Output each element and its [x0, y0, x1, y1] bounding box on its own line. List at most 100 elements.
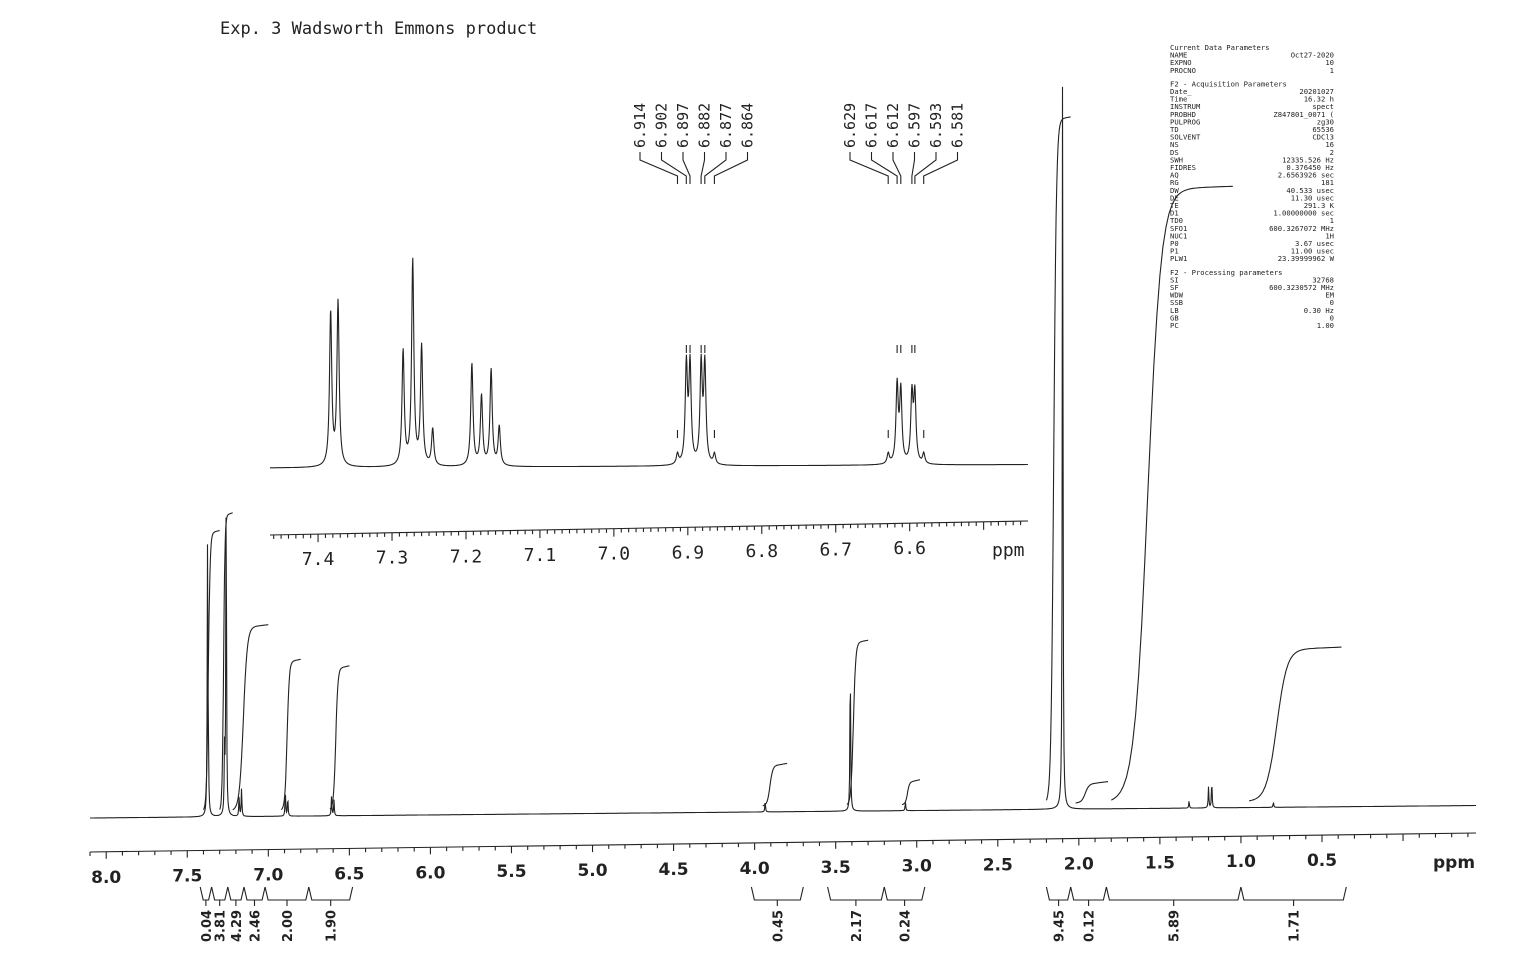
peak-label: 6.902: [653, 103, 671, 148]
param-name: SF: [1170, 283, 1179, 292]
param-name: Date_: [1170, 87, 1192, 96]
param-value: 1: [1330, 216, 1334, 225]
param-value: 1: [1330, 66, 1334, 75]
param-value: 600.3230572 MHz: [1269, 283, 1334, 292]
param-value: 0: [1330, 298, 1334, 307]
param-name: D1: [1170, 209, 1179, 218]
integral-label: 9.45: [1053, 910, 1068, 942]
peak-label: 6.877: [717, 103, 735, 148]
integral-bracket: [1045, 886, 1072, 906]
param-value: 0.30 Hz: [1304, 306, 1334, 315]
param-value: 0: [1330, 313, 1334, 322]
peak-label: 6.612: [884, 103, 902, 148]
main-tick-label: 2.0: [1064, 854, 1094, 874]
param-name: INSTRUM: [1170, 102, 1201, 111]
integral-bracket: [199, 886, 213, 906]
param-heading: F2 - Acquisition Parameters: [1170, 79, 1287, 88]
param-name: DS: [1170, 148, 1179, 157]
integral-curve: [329, 665, 350, 810]
integral-curve: [1111, 185, 1233, 801]
param-name: NS: [1170, 140, 1179, 149]
peak-label-leader: [639, 152, 679, 184]
param-name: SWH: [1170, 155, 1183, 164]
param-name: PLW1: [1170, 254, 1187, 263]
param-value: 12335.526 Hz: [1282, 155, 1334, 164]
peak-label-leader: [713, 152, 749, 184]
peak-labels: 6.914 6.902 6.897 6.882 6.877 6.864 6.629 6.617…: [631, 103, 967, 184]
peak-label-leader: [849, 152, 889, 184]
peak-label-leader: [892, 152, 902, 184]
param-value: spect: [1312, 102, 1334, 111]
param-heading: F2 - Processing parameters: [1170, 268, 1283, 277]
integral-label: 0.12: [1083, 910, 1098, 942]
integral-bracket: [243, 886, 266, 906]
integral-bracket: [264, 886, 310, 906]
peak-label: 6.581: [949, 103, 967, 148]
param-name: SSB: [1170, 298, 1183, 307]
inset-spectrum-trace: [270, 257, 1028, 469]
param-value: 16: [1325, 140, 1334, 149]
param-value: 1.00: [1317, 321, 1334, 330]
main-tick-label: 4.5: [659, 860, 689, 880]
main-spectrum-trace: [90, 86, 1476, 819]
integral-label: 0.24: [899, 910, 914, 942]
inset-axis-ticks: [273, 521, 1022, 543]
param-name: PROBHD: [1170, 110, 1196, 119]
param-value: 1.00000000 sec: [1273, 209, 1334, 218]
param-value: 1H: [1325, 231, 1334, 240]
peak-label: 6.864: [739, 103, 757, 148]
param-value: CDCl3: [1312, 133, 1334, 142]
param-value: 10: [1325, 58, 1334, 67]
main-tick-label: 5.5: [496, 862, 526, 882]
integral-curve: [1248, 646, 1342, 802]
inset-tick-label: 6.8: [746, 541, 779, 562]
integral-curve: [762, 762, 788, 807]
integral-curve: [901, 779, 921, 806]
param-value: 32768: [1312, 275, 1334, 284]
inset-tick-label: 6.9: [672, 542, 705, 563]
param-name: NAME: [1170, 51, 1187, 60]
peak-label: 6.882: [696, 103, 714, 148]
integral-label: 1.71: [1288, 910, 1303, 942]
peak-label-leader: [923, 152, 959, 184]
inset-spectrum: 7.4 7.3 7.2 7.1 7.0 6.9 6.8 6.7 6.6 ppm: [269, 257, 1029, 570]
integral-bracket: [827, 886, 885, 906]
param-value: 0.376450 Hz: [1286, 163, 1334, 172]
integral-label: 0.45: [771, 910, 786, 942]
param-name: P1: [1170, 247, 1179, 256]
integral-curve: [1045, 116, 1071, 801]
main-tick-label: 1.5: [1145, 853, 1175, 873]
inset-tick-labels: 7.4 7.3 7.2 7.1 7.0 6.9 6.8 6.7 6.6: [302, 538, 926, 570]
peak-label-leader: [704, 152, 727, 184]
param-value: 23.39999962 W: [1278, 254, 1335, 263]
main-tick-label: 6.0: [415, 863, 445, 883]
param-name: DW: [1170, 186, 1179, 195]
main-tick-label: 8.0: [91, 868, 121, 888]
main-axis-ticks: [89, 833, 1469, 859]
param-name: PULPROG: [1170, 117, 1200, 126]
peak-label-leader: [911, 152, 916, 184]
inset-x-axis: [269, 520, 1029, 536]
param-name: SI: [1170, 275, 1179, 284]
peak-label-leader: [660, 152, 687, 184]
param-name: NUC1: [1170, 231, 1187, 240]
integral-bracket: [1070, 886, 1107, 906]
peak-label-leader: [870, 152, 898, 184]
param-name: PC: [1170, 321, 1179, 330]
integral-label: 5.89: [1168, 910, 1183, 942]
param-name: FIDRES: [1170, 163, 1196, 172]
integral-bracket: [308, 886, 354, 906]
param-name: Time: [1170, 95, 1187, 104]
integral-curve: [232, 624, 269, 811]
main-tick-label: 1.0: [1226, 852, 1256, 872]
inset-x-axis-label: ppm: [992, 540, 1025, 561]
inset-tick-label: 7.2: [450, 546, 483, 567]
integral-label: 2.00: [281, 910, 296, 942]
param-name: SFO1: [1170, 224, 1187, 233]
param-value: zg30: [1317, 117, 1334, 126]
main-tick-labels: 8.0 7.5 7.0 6.5 6.0 5.5 5.0 4.5 4.0 3.5 3.0 2.5 2.0 1…: [91, 851, 1337, 888]
main-tick-label: 6.5: [334, 864, 364, 884]
param-name: TE: [1170, 201, 1179, 210]
integral-label: 1.90: [325, 910, 340, 942]
integral-bracket: [883, 886, 926, 906]
